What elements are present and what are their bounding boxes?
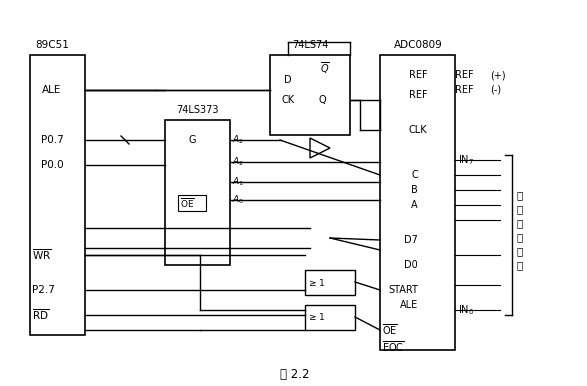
Text: ALE: ALE: [400, 300, 418, 310]
Text: Q: Q: [318, 95, 326, 105]
Text: REF: REF: [455, 70, 474, 80]
Text: $A_0$: $A_0$: [232, 194, 244, 206]
Bar: [178, 195, 206, 211]
Bar: [270, 55, 350, 135]
Text: CLK: CLK: [409, 125, 427, 135]
Text: $\geq 1$: $\geq 1$: [307, 312, 325, 322]
Text: 八
路
模
拟
输
入: 八 路 模 拟 输 入: [517, 190, 523, 270]
Bar: [380, 55, 455, 350]
Text: $\overline{Q}$: $\overline{Q}$: [320, 60, 330, 76]
Text: REF: REF: [409, 90, 427, 100]
Text: (-): (-): [490, 85, 501, 95]
Text: $A_2$: $A_2$: [232, 134, 244, 146]
Text: $\mathrm{IN}_7$: $\mathrm{IN}_7$: [458, 153, 474, 167]
Text: REF: REF: [455, 85, 474, 95]
Text: C: C: [411, 170, 418, 180]
Text: $\overline{\mathrm{OE}}$: $\overline{\mathrm{OE}}$: [382, 323, 398, 337]
Text: 74LS373: 74LS373: [176, 105, 218, 115]
Text: $\overline{\mathrm{WR}}$: $\overline{\mathrm{WR}}$: [32, 248, 52, 262]
Text: $A_1$: $A_1$: [232, 176, 244, 188]
Text: (+): (+): [490, 70, 505, 80]
Text: ADC0809: ADC0809: [394, 40, 443, 50]
Text: REF: REF: [409, 70, 427, 80]
Bar: [30, 55, 85, 335]
Text: 74LS74: 74LS74: [292, 40, 328, 50]
Text: $\overline{\mathrm{EOC}}$: $\overline{\mathrm{EOC}}$: [382, 340, 404, 354]
Text: D: D: [284, 75, 292, 85]
Text: $\mathrm{IN}_0$: $\mathrm{IN}_0$: [458, 303, 474, 317]
Bar: [305, 305, 355, 330]
Text: A: A: [411, 200, 418, 210]
Text: $\geq 1$: $\geq 1$: [307, 276, 325, 288]
Text: 89C51: 89C51: [35, 40, 69, 50]
Text: START: START: [388, 285, 418, 295]
Text: CK: CK: [281, 95, 295, 105]
Text: $\overline{\mathrm{RD}}$: $\overline{\mathrm{RD}}$: [32, 308, 49, 322]
Text: P0.0: P0.0: [41, 160, 63, 170]
Text: P2.7: P2.7: [32, 285, 55, 295]
Text: D0: D0: [404, 260, 418, 270]
Text: P0.7: P0.7: [41, 135, 63, 145]
Text: B: B: [411, 185, 418, 195]
Text: ALE: ALE: [42, 85, 62, 95]
Text: 图 2.2: 图 2.2: [280, 369, 310, 381]
Bar: [305, 270, 355, 295]
Text: $\overline{\mathrm{OE}}$: $\overline{\mathrm{OE}}$: [180, 196, 195, 210]
Text: $A_2$: $A_2$: [232, 156, 244, 168]
Text: D7: D7: [404, 235, 418, 245]
Bar: [165, 120, 230, 265]
Text: G: G: [188, 135, 195, 145]
